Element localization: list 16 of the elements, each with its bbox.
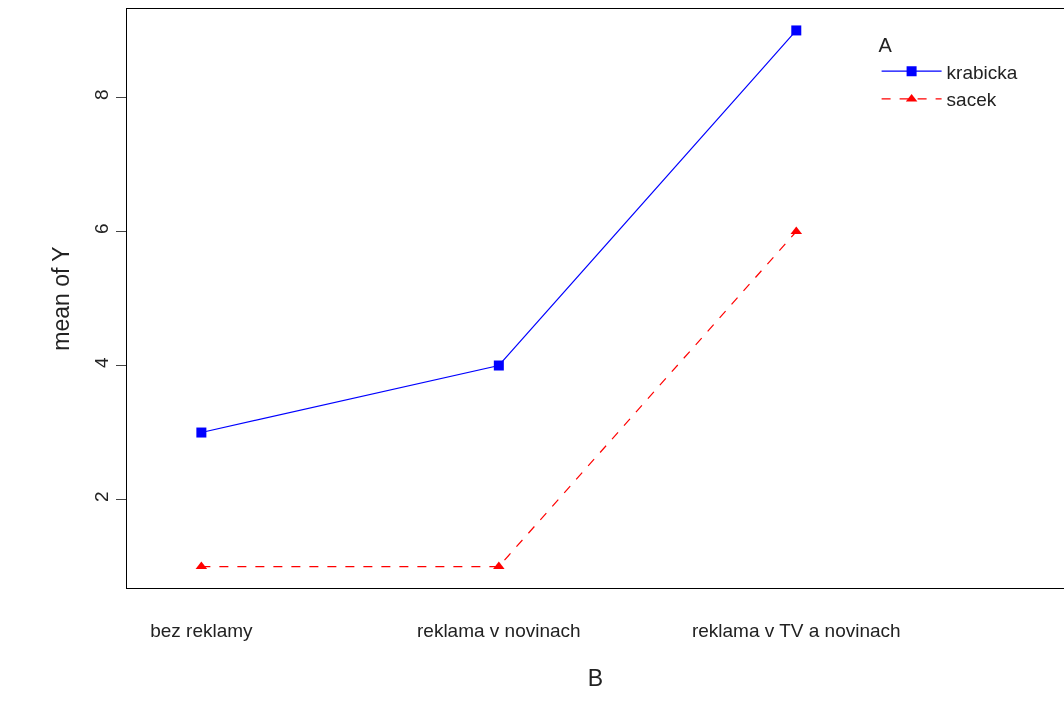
x-tick-label: reklama v novinach (416, 619, 581, 641)
point (493, 360, 504, 371)
legend-label: sacek (946, 89, 997, 111)
y-tick-label: 6 (91, 223, 113, 234)
point (196, 427, 207, 438)
legend-label: krabicka (946, 61, 1018, 83)
x-tick-label: bez reklamy (150, 619, 254, 641)
point (791, 25, 802, 36)
x-axis-title: B (587, 665, 604, 692)
y-axis-title: mean of Y (47, 246, 74, 351)
x-tick-label: reklama v TV a novinach (691, 619, 901, 641)
point (493, 561, 505, 570)
y-tick-label: 8 (91, 89, 113, 100)
y-tick-label: 2 (91, 491, 113, 502)
legend-title: A (878, 34, 893, 57)
y-tick-label: 4 (91, 356, 113, 368)
